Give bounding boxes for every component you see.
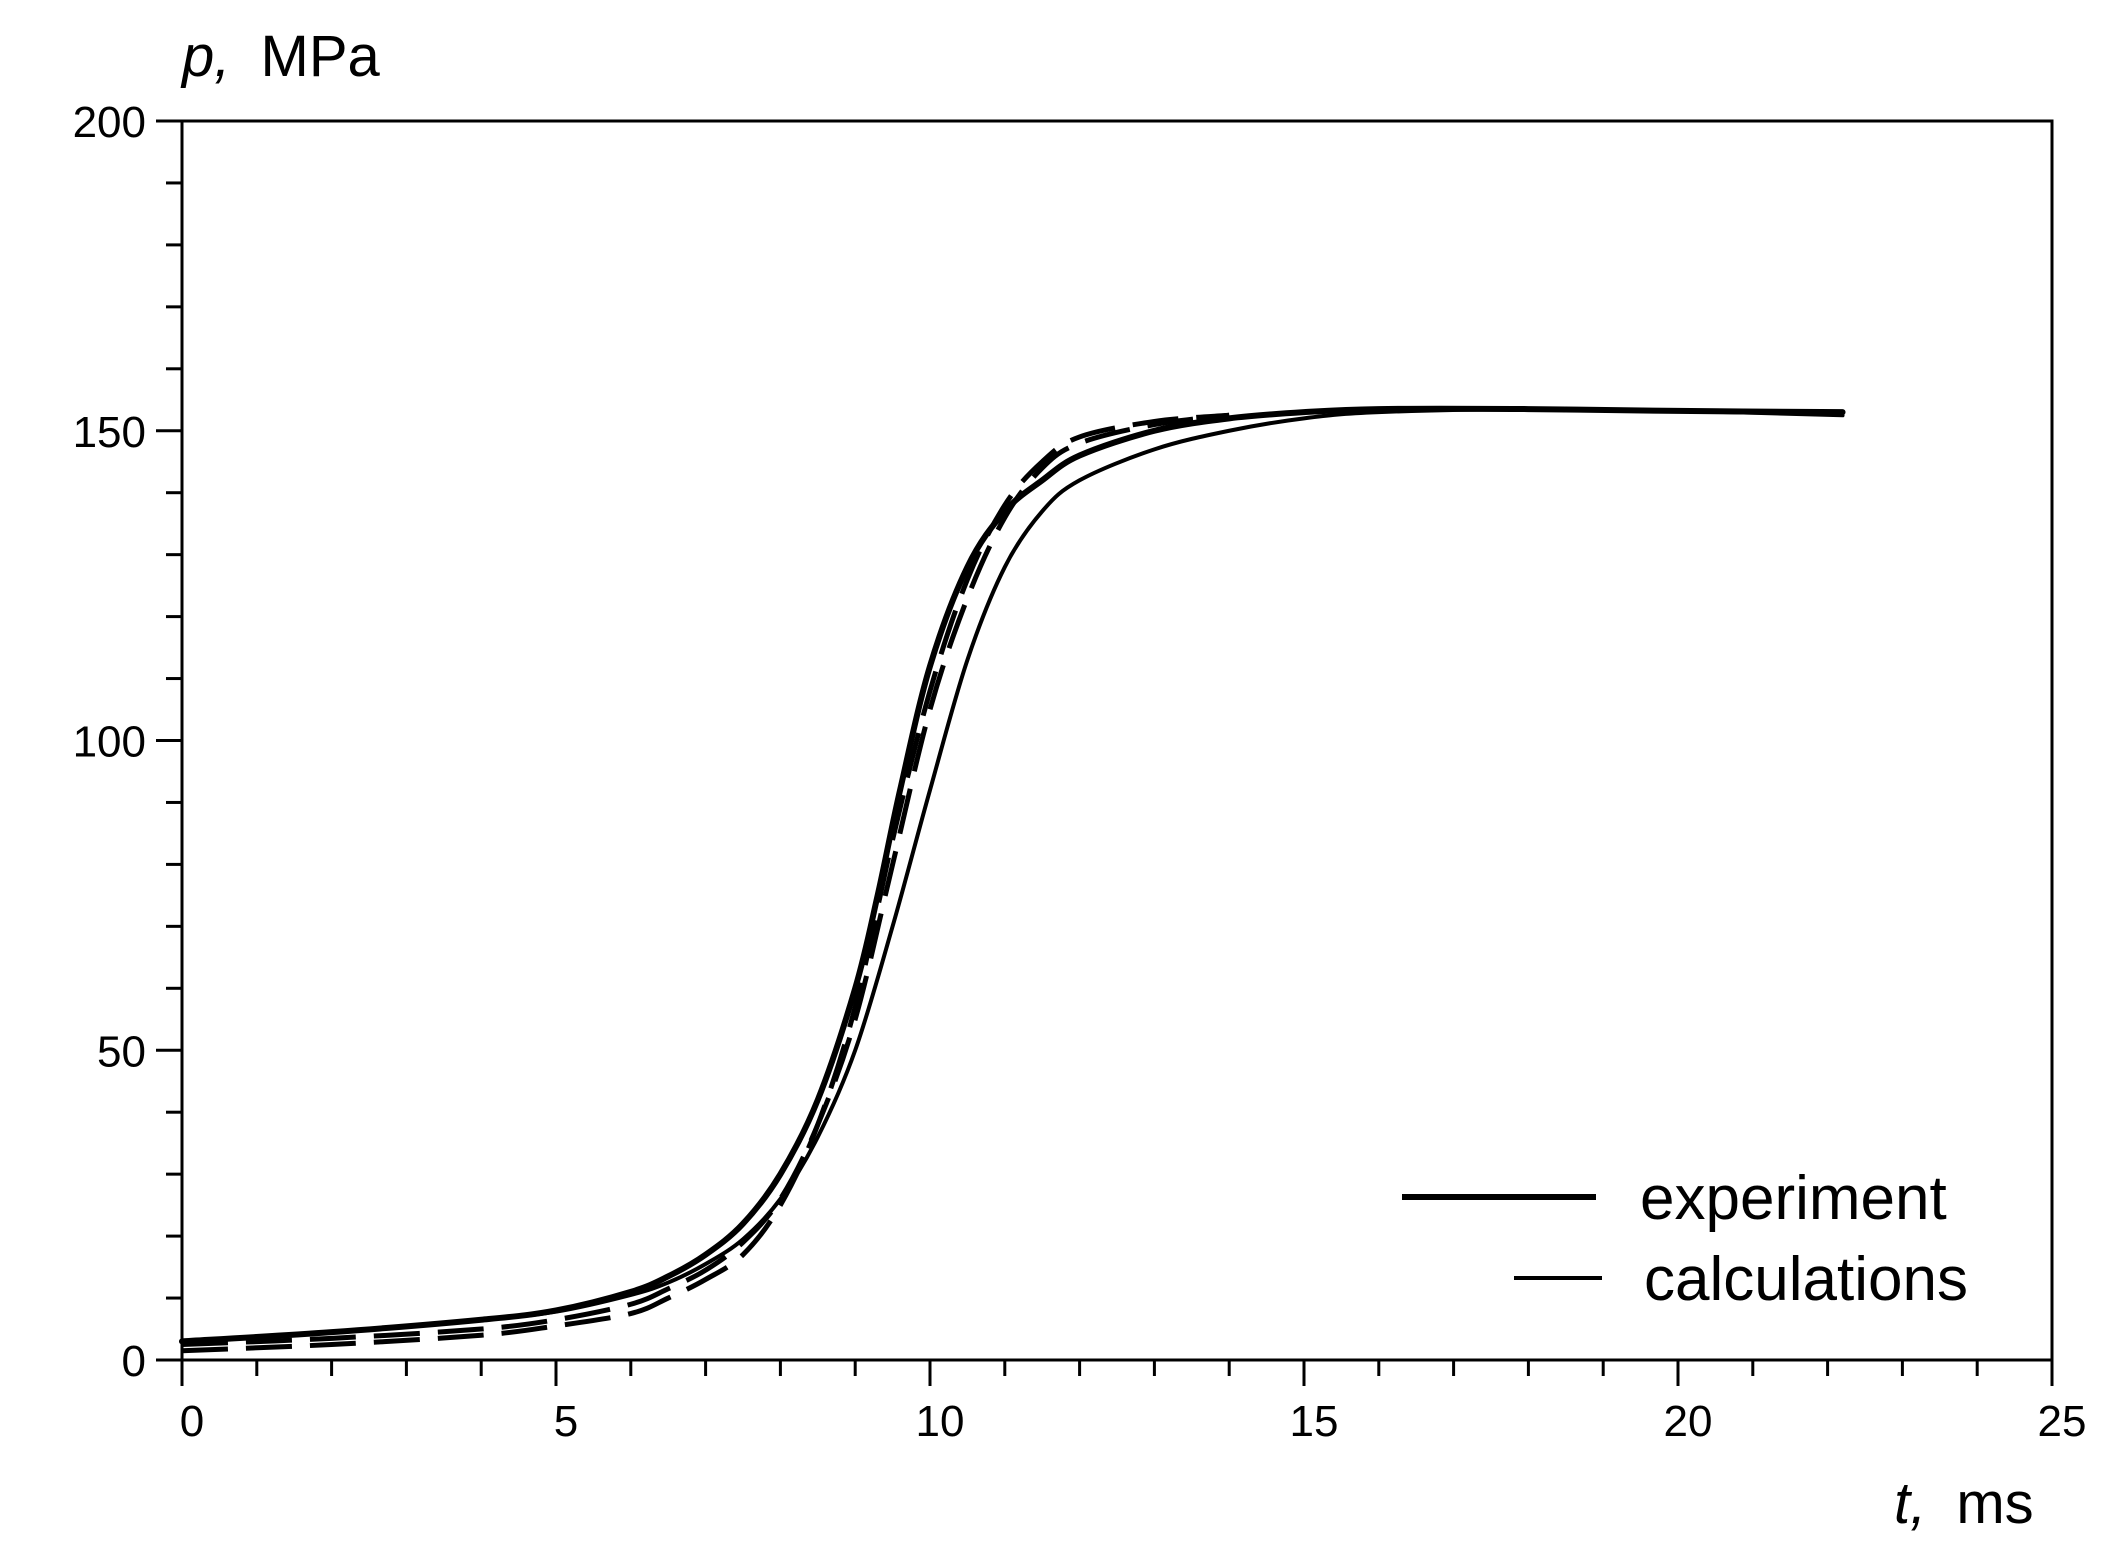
tick-labels: 0 5 10 15 20 25 0 50 100 150 200 [73,98,2087,1446]
legend: experiment calculations [1402,1164,1968,1314]
y-tick-label: 0 [122,1337,146,1386]
y-axis-unit: MPa [261,24,381,89]
x-tick-label: 20 [1664,1397,1713,1446]
y-axis-title: p, MPa [180,24,381,89]
series-line-4-dashed [181,412,1230,1348]
x-tick-label: 5 [554,1397,578,1446]
y-tick-label: 100 [73,718,146,767]
x-tick-label: 0 [180,1397,204,1446]
x-axis-variable: t, [1894,1471,1926,1536]
y-tick-label: 150 [73,408,146,457]
legend-label-experiment: experiment [1640,1164,1947,1233]
x-axis-title: t, ms [1894,1471,2034,1536]
x-tick-label: 15 [1290,1397,1339,1446]
series-line-1-solid-thick [179,405,1846,1345]
series-line-2-solid-thin [180,407,1845,1344]
data-series [179,405,1846,1354]
legend-label-calculations: calculations [1644,1245,1968,1314]
y-axis-variable: p, [180,24,230,89]
series-line-3-dashed [181,412,1230,1354]
axis-ticks [156,119,2054,1386]
x-tick-label: 10 [916,1397,965,1446]
y-tick-label: 50 [97,1027,146,1076]
x-axis-unit: ms [1956,1471,2033,1536]
x-tick-label: 25 [2038,1397,2087,1446]
y-tick-label: 200 [73,98,146,147]
